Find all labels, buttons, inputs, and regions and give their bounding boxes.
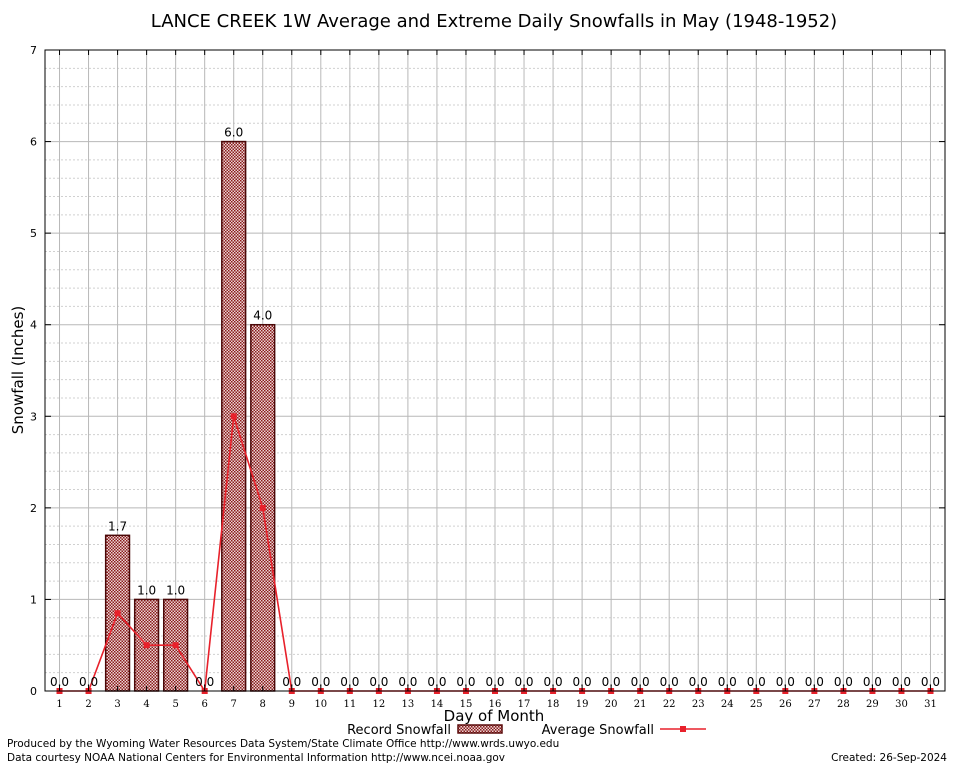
data-label: 0.0 [863, 675, 882, 689]
data-label: 0.0 [573, 675, 592, 689]
data-label: 4.0 [253, 309, 272, 323]
x-tick-label: 18 [547, 699, 560, 710]
x-tick-label: 5 [172, 699, 178, 710]
legend-average-marker [680, 726, 686, 732]
x-tick-label: 26 [779, 699, 792, 710]
data-label: 0.0 [311, 675, 330, 689]
legend-record-swatch [457, 724, 503, 734]
data-label: 0.0 [282, 675, 301, 689]
x-tick-label: 12 [373, 699, 386, 710]
data-label: 1.7 [108, 519, 127, 533]
footer-data-courtesy: Data courtesy NOAA National Centers for … [7, 752, 506, 764]
data-label: 0.0 [456, 675, 475, 689]
x-tick-label: 29 [866, 699, 879, 710]
data-label: 6.0 [224, 126, 243, 140]
y-tick-label: 2 [30, 502, 37, 515]
average-point-7 [230, 413, 237, 420]
y-tick-label: 1 [30, 593, 37, 606]
x-tick-label: 25 [750, 699, 763, 710]
x-axis-label: Day of Month [444, 707, 545, 725]
x-tick-label: 10 [314, 699, 327, 710]
x-tick-label: 20 [605, 699, 618, 710]
x-tick-label: 30 [895, 699, 908, 710]
data-labels: 0.0 0.0 1.7 1.0 1.0 0.0 6.0 4.0 0.0 0.0 0.0 0.0 0.0 0… [50, 126, 940, 689]
footer-created-date: Created: 26-Sep-2024 [831, 752, 947, 764]
x-tick-label: 19 [576, 699, 589, 710]
legend: Record Snowfall Average Snowfall [347, 723, 706, 738]
data-label: 1.0 [137, 583, 156, 597]
y-axis-label: Snowfall (Inches) [9, 306, 27, 434]
data-label: 0.0 [921, 675, 940, 689]
y-tick-label: 0 [30, 685, 37, 698]
data-label: 0.0 [805, 675, 824, 689]
data-label: 0.0 [834, 675, 853, 689]
x-tick-label: 8 [260, 699, 266, 710]
data-label: 0.0 [427, 675, 446, 689]
legend-average-label: Average Snowfall [542, 723, 654, 738]
x-tick-label: 28 [837, 699, 850, 710]
y-tick-label: 3 [30, 410, 37, 423]
chart-title: LANCE CREEK 1W Average and Extreme Daily… [151, 11, 837, 32]
average-point-5 [172, 642, 179, 649]
data-label: 0.0 [514, 675, 533, 689]
x-tick-label: 9 [289, 699, 295, 710]
x-tick-label: 17 [518, 699, 531, 710]
data-label: 0.0 [398, 675, 417, 689]
y-tick-label: 7 [30, 44, 37, 57]
x-tick-label: 21 [634, 699, 647, 710]
data-label: 0.0 [369, 675, 388, 689]
x-tick-label: 24 [721, 699, 734, 710]
x-tick-label: 11 [343, 699, 356, 710]
data-label: 0.0 [776, 675, 795, 689]
data-label: 0.0 [50, 675, 69, 689]
x-tick-label: 7 [231, 699, 237, 710]
data-label: 0.0 [747, 675, 766, 689]
y-tick-label: 6 [30, 136, 37, 149]
x-tick-label: 22 [663, 699, 676, 710]
average-point-3 [114, 610, 121, 617]
data-label: 0.0 [485, 675, 504, 689]
data-label: 0.0 [340, 675, 359, 689]
data-label: 0.0 [631, 675, 650, 689]
x-tick-label: 3 [114, 699, 120, 710]
data-label: 0.0 [79, 675, 98, 689]
data-label: 0.0 [892, 675, 911, 689]
x-tick-label: 15 [460, 699, 473, 710]
data-label: 0.0 [544, 675, 563, 689]
data-label: 0.0 [718, 675, 737, 689]
data-label: 0.0 [195, 675, 214, 689]
x-tick-label: 4 [143, 699, 149, 710]
y-tick-label: 5 [30, 227, 37, 240]
y-tick-label: 4 [30, 319, 37, 332]
x-tick-label: 13 [402, 699, 415, 710]
average-point-8 [259, 504, 266, 511]
data-label: 0.0 [602, 675, 621, 689]
legend-record-label: Record Snowfall [347, 723, 451, 738]
x-tick-label: 1 [56, 699, 62, 710]
data-label: 0.0 [660, 675, 679, 689]
average-point-4 [143, 642, 150, 649]
x-tick-label: 23 [692, 699, 705, 710]
x-tick-label: 6 [201, 699, 207, 710]
x-tick-label: 16 [489, 699, 502, 710]
x-tick-label: 31 [924, 699, 937, 710]
x-tick-label: 2 [85, 699, 91, 710]
data-label: 1.0 [166, 583, 185, 597]
x-tick-label: 27 [808, 699, 821, 710]
x-tick-label: 14 [431, 699, 444, 710]
footer-produced-by: Produced by the Wyoming Water Resources … [7, 738, 560, 750]
data-label: 0.0 [689, 675, 708, 689]
